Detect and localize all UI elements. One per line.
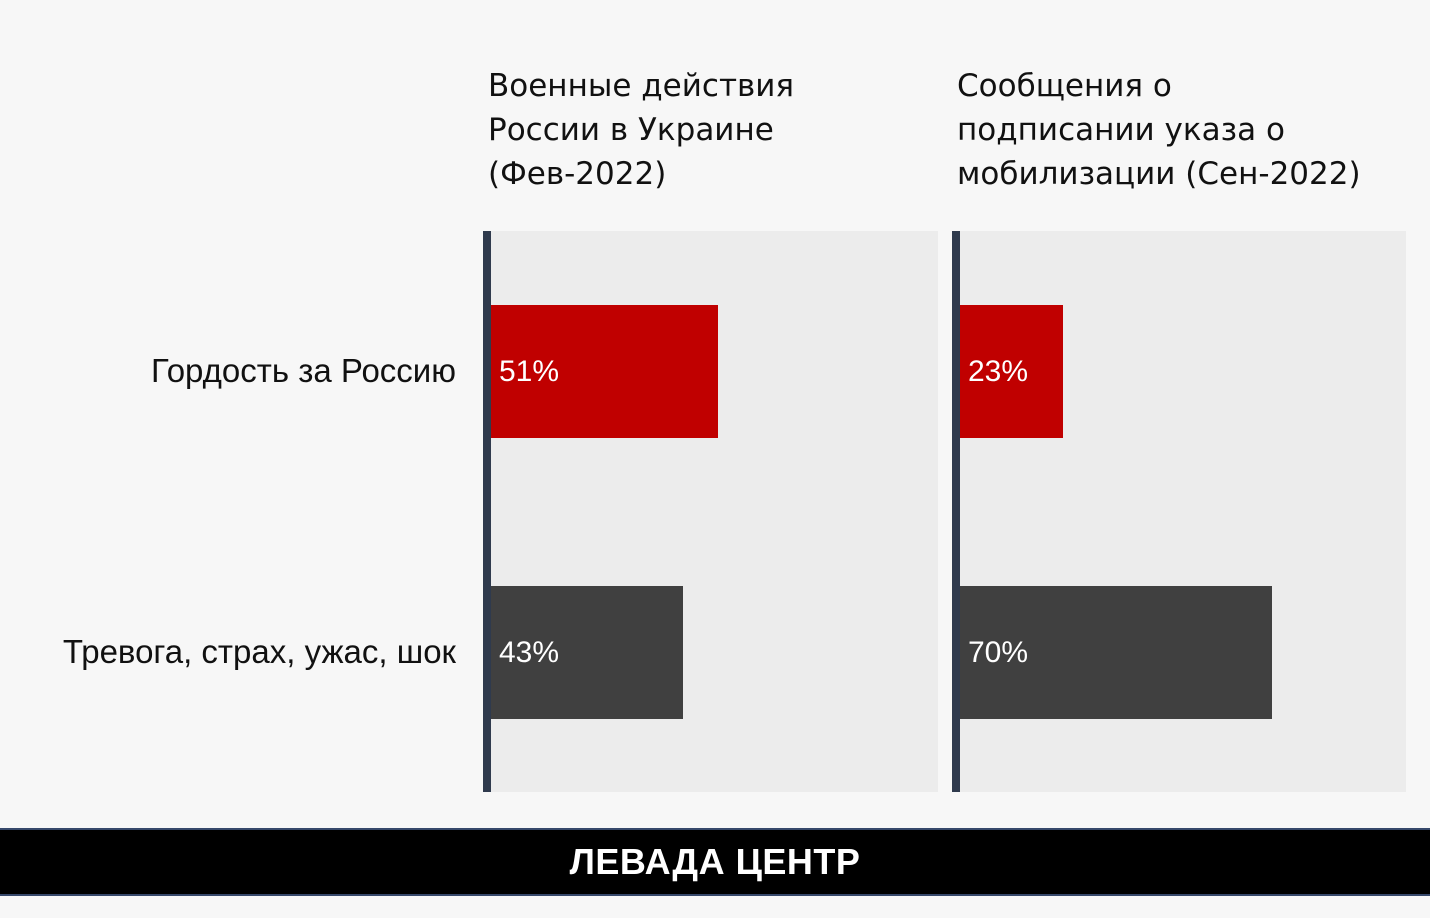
bar-0-1: 43% xyxy=(491,586,683,719)
panel-title-0-line-2: (Фев-2022) xyxy=(488,156,667,192)
bar-label-1-1: 70% xyxy=(968,635,1029,669)
bar-0-0: 51% xyxy=(491,305,719,438)
brand-text: ЛЕВАДА ЦЕНТР xyxy=(569,841,861,882)
axis-line-0 xyxy=(483,231,491,792)
chart-panel-0: 51% 43% xyxy=(483,231,938,792)
bar-label-0-0: 51% xyxy=(499,354,560,388)
panel-title-1: Сообщения о подписании указа о мобилизац… xyxy=(957,64,1361,196)
panel-title-1-line-2: мобилизации (Сен-2022) xyxy=(957,156,1361,192)
category-label-0: Гордость за Россию xyxy=(151,352,456,389)
bar-label-1-0: 23% xyxy=(968,354,1029,388)
panel-title-0-line-1: России в Украине xyxy=(488,112,774,148)
panel-title-0-line-0: Военные действия xyxy=(488,68,795,104)
chart-panel-1: 23% 70% xyxy=(952,231,1406,792)
panel-title-0: Военные действия России в Украине (Фев-2… xyxy=(488,64,794,196)
footer-bar: ЛЕВАДА ЦЕНТР xyxy=(0,828,1430,896)
bar-label-0-1: 43% xyxy=(499,635,560,669)
panel-title-1-line-0: Сообщения о xyxy=(957,68,1172,104)
bar-1-1: 70% xyxy=(960,586,1273,719)
category-label-1: Тревога, страх, ужас, шок xyxy=(62,633,456,670)
bar-1-0: 23% xyxy=(960,305,1063,438)
panel-title-1-line-1: подписании указа о xyxy=(957,112,1285,148)
axis-line-1 xyxy=(952,231,960,792)
